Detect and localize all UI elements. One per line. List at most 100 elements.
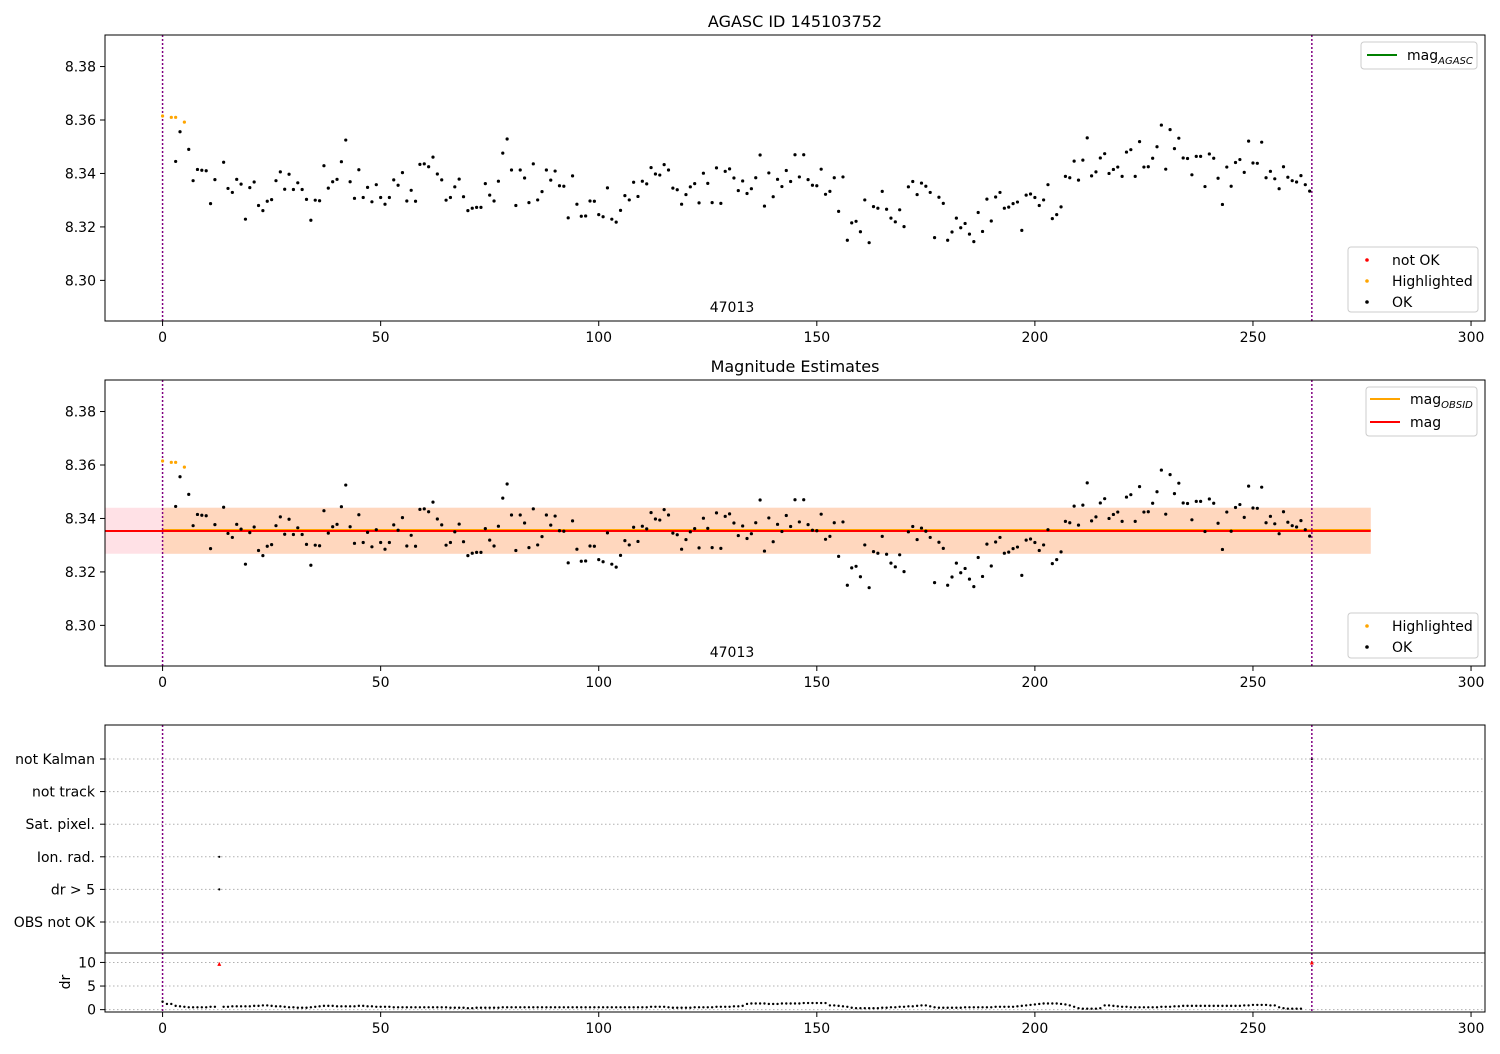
point-ok [845,583,849,587]
dr-point [1238,1004,1242,1008]
dr-point [462,1006,465,1009]
legend-label-ok: OK [1392,295,1413,311]
point-ok [1050,217,1054,221]
point-ok [850,566,854,570]
legend-box [1347,612,1479,659]
dr-point [488,1006,491,1009]
point-ok [994,540,998,544]
dr-point [662,1005,666,1009]
dr-point [300,1006,304,1009]
point-ok [1281,510,1286,514]
legend-label-mag-obsid: magOBSID [1410,392,1473,411]
point-ok [832,521,836,525]
point-ok [174,504,178,509]
y-tick-label: 8.30 [65,273,96,289]
point-ok [1011,547,1015,551]
dr-point [383,1005,387,1009]
point-ok [919,526,924,530]
point-ok [854,564,858,568]
point-ok [815,184,819,188]
point-ok [610,217,614,221]
point-ok [998,535,1002,540]
dr-point [1186,1004,1189,1008]
point-ok [235,522,239,526]
point-ok [649,165,653,170]
dr-panel: 0 5 10 dr 0 50 100 150 200 250 300 [58,952,1486,1037]
dr-point [1051,1002,1054,1005]
point-ok [317,544,322,548]
point-ok [213,523,217,527]
dr-point [235,1005,238,1008]
dr-point [392,1006,395,1009]
point-ok [291,187,296,192]
point-ok [1264,521,1268,525]
point-ok [448,540,453,545]
point-ok [653,172,658,176]
x-tick-label: 50 [372,330,390,346]
point-ok [361,195,365,200]
dr-point [606,1006,609,1009]
point-ok [780,529,784,534]
dr-point [283,1005,286,1009]
dr-point [915,1004,919,1008]
point-ok [256,548,261,553]
point-ok [758,498,762,502]
dr-point [994,1005,997,1009]
point-ok [876,551,880,555]
point-ok [1294,180,1299,184]
dr-point [946,1006,949,1009]
point-ok [379,540,383,545]
point-ok [501,151,505,155]
dr-point [204,1006,208,1009]
dr-point [1029,1003,1032,1007]
point-ok [675,188,679,192]
point-ok [1238,157,1242,162]
point-ok [191,524,195,528]
point-ok [444,198,448,202]
point-ok [1103,152,1107,156]
point-ok [893,220,897,224]
point-ok [461,195,466,199]
dr-point [1077,1007,1080,1010]
point-ok [793,498,797,502]
dr-point [292,1006,295,1009]
point-ok [265,199,269,203]
point-ok [697,546,701,550]
point-ok [392,523,396,527]
dr-point [981,1006,984,1009]
dr-point [431,1006,435,1009]
point-ok [636,194,640,199]
dr-point [471,1007,474,1010]
point-ok [823,537,828,541]
point-ok [1094,515,1098,519]
point-ok [679,547,684,551]
point-ok [1055,213,1059,217]
dr-point [811,1001,814,1005]
point-ok [989,564,993,568]
point-ok [304,542,309,546]
dr-point [776,1002,779,1006]
point-ok [540,535,544,539]
point-ok [767,171,771,175]
point-ok [278,515,282,519]
point-ok [575,547,579,551]
point-ok [195,512,200,517]
dr-point [519,1006,522,1009]
dr-point [514,1006,518,1009]
point-ok [261,554,265,558]
point-ok [1199,499,1203,503]
dr-point [680,1006,683,1009]
panel2-legend-lower: Highlighted OK [1347,612,1479,659]
point-ok [688,185,692,189]
point-ok [828,534,832,538]
point-ok [1020,228,1024,232]
point-ok [1216,176,1220,180]
dr-point [1129,1006,1133,1009]
point-ok [1277,187,1281,191]
dr-point [1094,1007,1098,1010]
point-ok [710,545,714,550]
panel1-plot-marks [160,35,1313,321]
point-ok [1238,502,1242,507]
point-ok [222,505,226,509]
dr-point [170,1002,173,1006]
